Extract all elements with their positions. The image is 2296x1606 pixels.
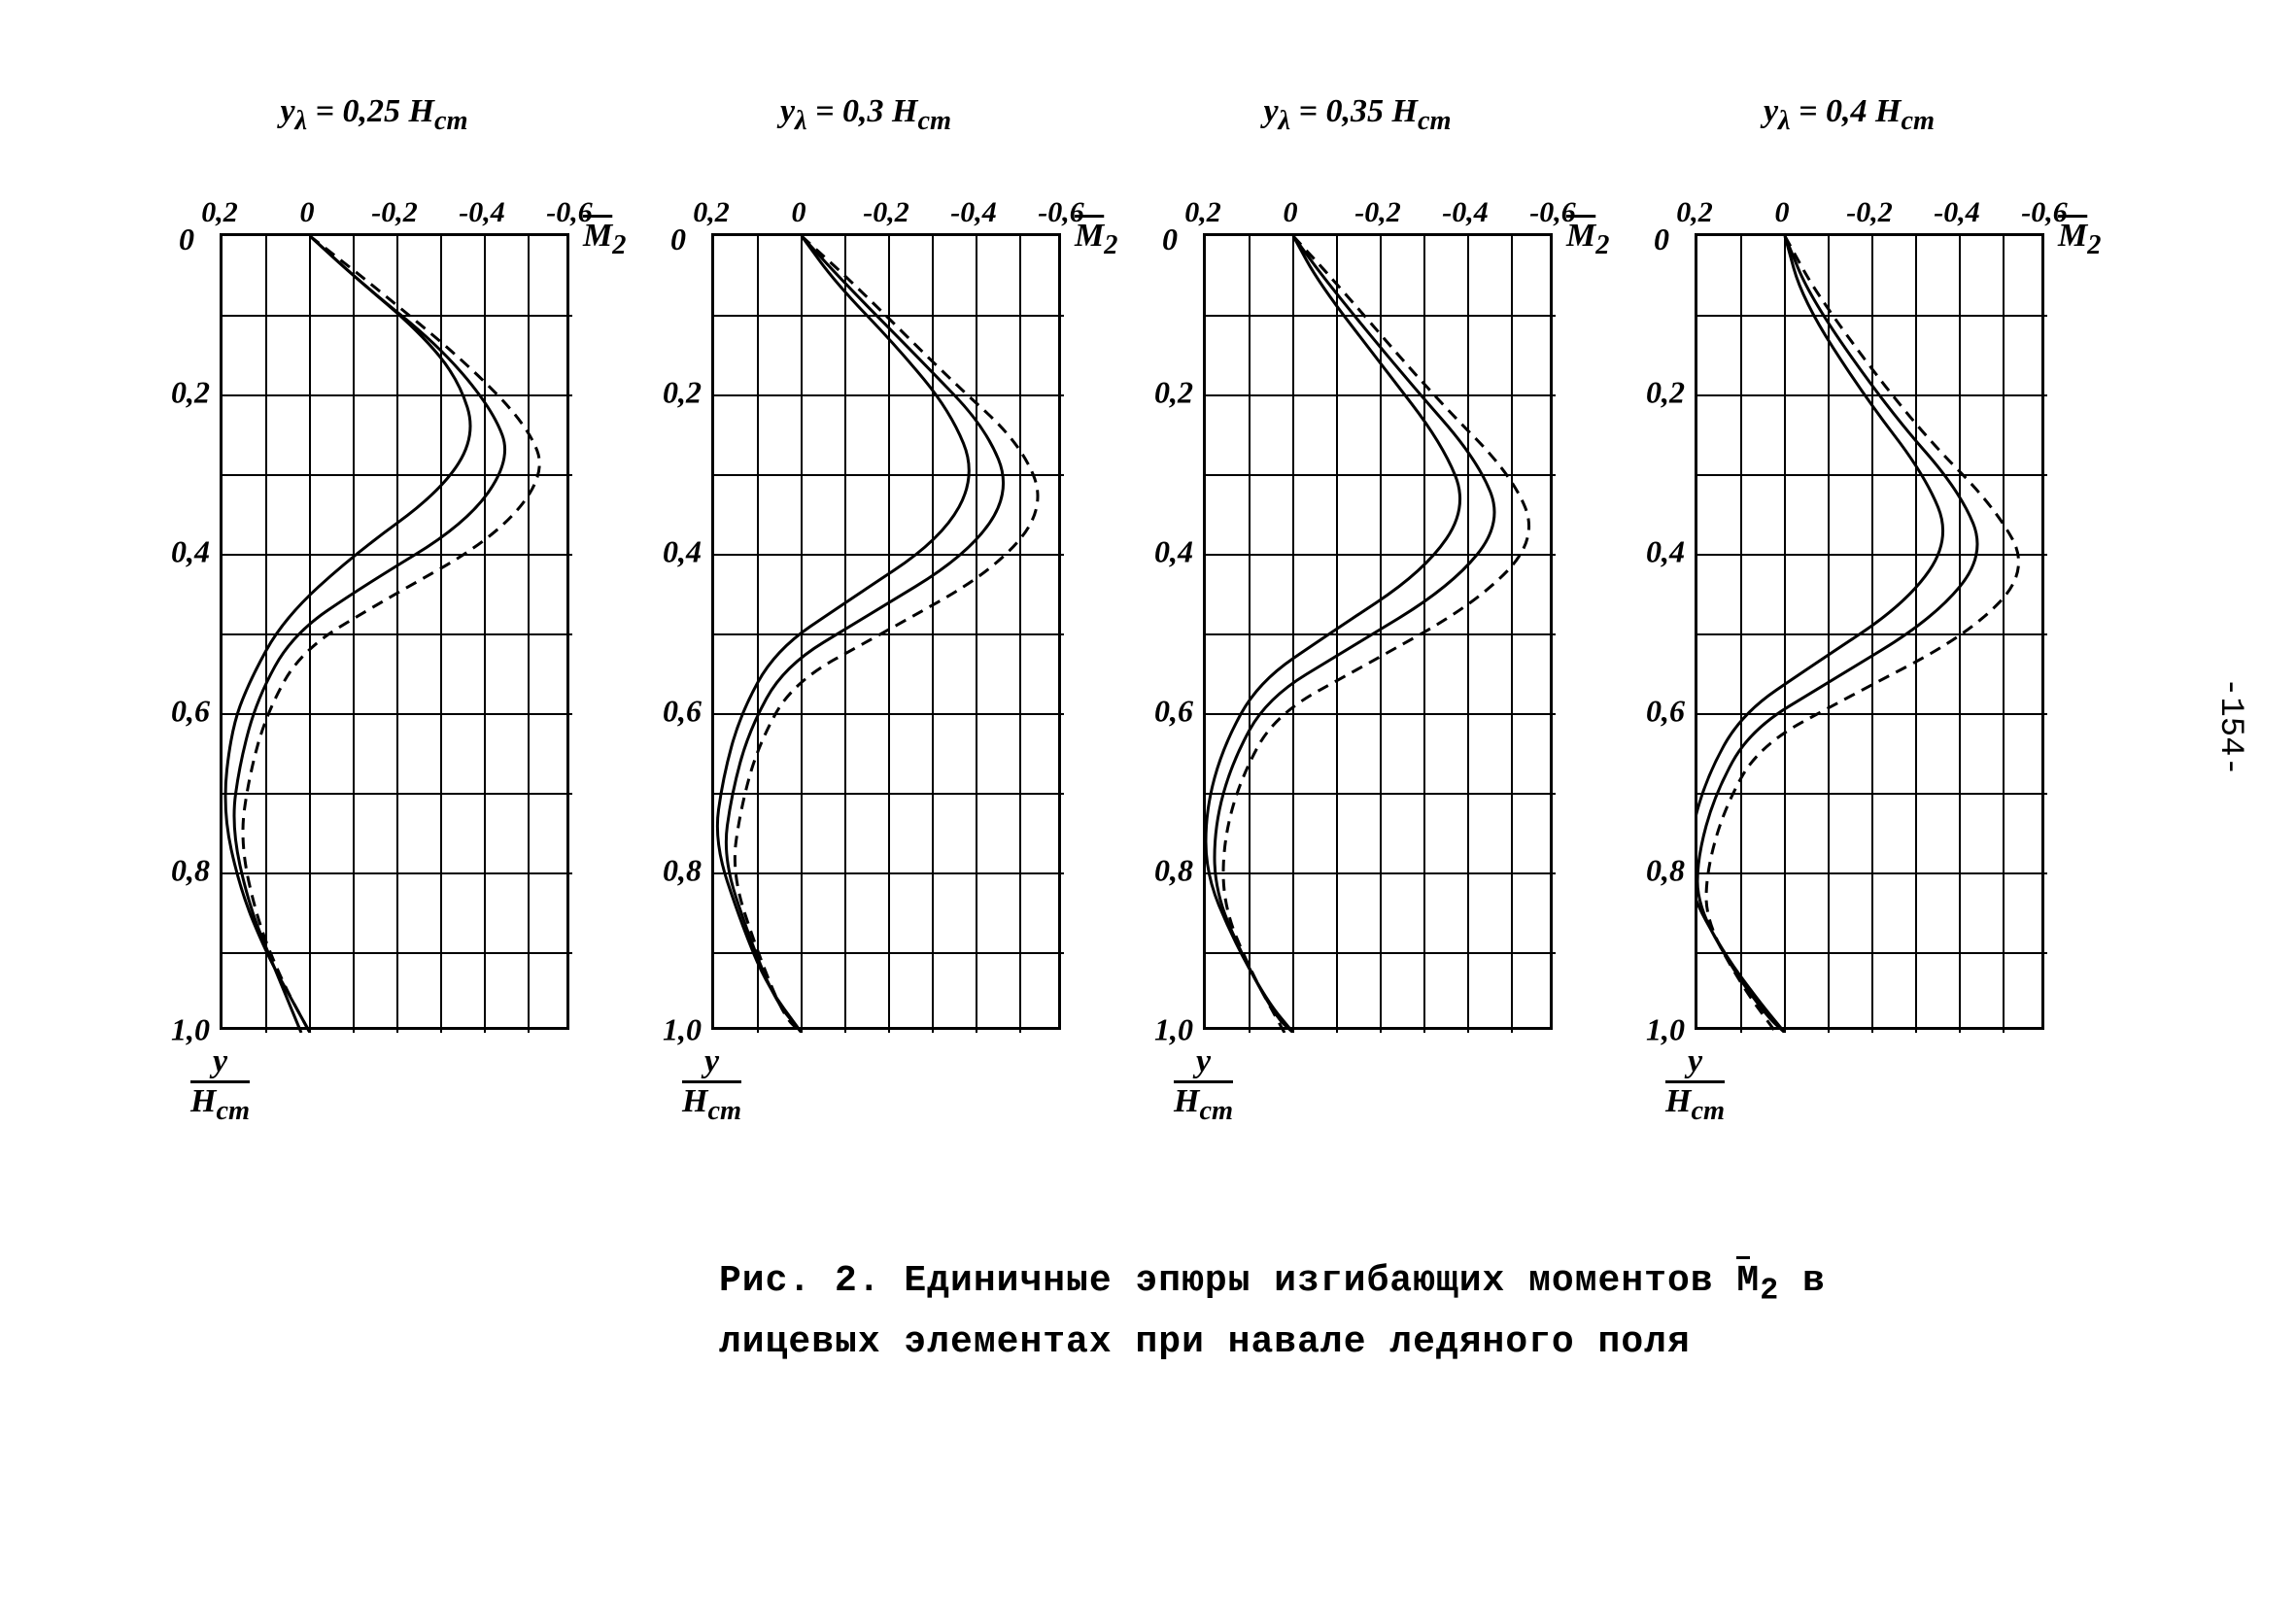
y-tick: 0,8 xyxy=(663,853,702,889)
plot-svg xyxy=(223,236,572,1033)
panel-p025: yλ = 0,25 Hcm00,20-0,2-0,4-0,6M20,20,40,… xyxy=(165,155,583,1030)
y-axis-label: yHcm xyxy=(190,1045,250,1125)
y-tick-labels: 0,20,40,60,81,0 xyxy=(165,233,220,1030)
x-tick: 0 xyxy=(1775,196,1790,229)
y-tick: 0,6 xyxy=(1646,694,1685,730)
plot-grid xyxy=(714,236,1064,1033)
x-tick: 0,2 xyxy=(1676,196,1713,229)
page-number: -154- xyxy=(2211,677,2248,776)
figure-caption: Рис. 2. Единичные эпюры изгибающих момен… xyxy=(719,1253,1885,1370)
plot-svg xyxy=(1697,236,2047,1033)
x-tick: 0 xyxy=(1284,196,1298,229)
y-tick: 0,6 xyxy=(1154,694,1193,730)
y-axis-label: yHcm xyxy=(1174,1045,1233,1125)
panel-title: yλ = 0,3 Hcm xyxy=(657,93,1075,137)
panel-title: yλ = 0,35 Hcm xyxy=(1148,93,1566,137)
x-axis-label: M2 xyxy=(583,218,626,261)
x-tick: -0,2 xyxy=(863,196,909,229)
x-tick: -0,4 xyxy=(1934,196,1980,229)
x-tick: -0,2 xyxy=(1354,196,1401,229)
y-tick: 0,4 xyxy=(663,534,702,570)
y-tick: 0,4 xyxy=(1646,534,1685,570)
y-tick: 0,8 xyxy=(171,853,210,889)
y-tick-labels: 0,20,40,60,81,0 xyxy=(1640,233,1695,1030)
x-tick-labels: 0,20-0,2-0,4-0,6 xyxy=(1203,196,1553,229)
x-tick: -0,4 xyxy=(459,196,505,229)
plot-frame xyxy=(711,233,1061,1030)
panel-title: yλ = 0,25 Hcm xyxy=(165,93,583,137)
figure-panels: yλ = 0,25 Hcm00,20-0,2-0,4-0,6M20,20,40,… xyxy=(165,155,2058,1030)
y-tick: 0,6 xyxy=(171,694,210,730)
y-tick: 0,2 xyxy=(171,375,210,411)
y-tick-labels: 0,20,40,60,81,0 xyxy=(1148,233,1203,1030)
y-tick: 0,8 xyxy=(1646,853,1685,889)
x-axis-label: M2 xyxy=(2058,218,2101,261)
y-tick: 0,6 xyxy=(663,694,702,730)
panel-p035: yλ = 0,35 Hcm00,20-0,2-0,4-0,6M20,20,40,… xyxy=(1148,155,1566,1030)
y-tick: 0,2 xyxy=(1154,375,1193,411)
x-tick: 0,2 xyxy=(693,196,730,229)
y-tick: 0,8 xyxy=(1154,853,1193,889)
x-axis-label: M2 xyxy=(1566,218,1609,261)
x-tick: 0,2 xyxy=(1184,196,1221,229)
x-axis-label: M2 xyxy=(1075,218,1117,261)
plot-frame xyxy=(1695,233,2044,1030)
y-tick: 0,4 xyxy=(171,534,210,570)
plot-grid xyxy=(1206,236,1556,1033)
y-tick: 1,0 xyxy=(1646,1012,1685,1048)
x-tick: 0,2 xyxy=(201,196,238,229)
x-tick: -0,2 xyxy=(371,196,418,229)
x-tick: 0 xyxy=(792,196,806,229)
x-tick-labels: 0,20-0,2-0,4-0,6 xyxy=(220,196,569,229)
y-tick: 1,0 xyxy=(663,1012,702,1048)
plot-frame xyxy=(1203,233,1553,1030)
y-tick: 0,4 xyxy=(1154,534,1193,570)
y-tick: 1,0 xyxy=(171,1012,210,1048)
x-tick: -0,4 xyxy=(950,196,997,229)
y-axis-label: yHcm xyxy=(682,1045,741,1125)
plot-svg xyxy=(714,236,1064,1033)
y-tick-labels: 0,20,40,60,81,0 xyxy=(657,233,711,1030)
x-tick-labels: 0,20-0,2-0,4-0,6 xyxy=(1695,196,2044,229)
x-tick: -0,2 xyxy=(1846,196,1893,229)
x-tick-labels: 0,20-0,2-0,4-0,6 xyxy=(711,196,1061,229)
plot-grid xyxy=(1697,236,2047,1033)
y-tick: 1,0 xyxy=(1154,1012,1193,1048)
panel-title: yλ = 0,4 Hcm xyxy=(1640,93,2058,137)
caption-symbol: M2 xyxy=(1736,1260,1779,1302)
plot-frame xyxy=(220,233,569,1030)
plot-svg xyxy=(1206,236,1556,1033)
panel-p030: yλ = 0,3 Hcm00,20-0,2-0,4-0,6M20,20,40,6… xyxy=(657,155,1075,1030)
y-tick: 0,2 xyxy=(1646,375,1685,411)
y-tick: 0,2 xyxy=(663,375,702,411)
y-axis-label: yHcm xyxy=(1665,1045,1725,1125)
caption-prefix: Рис. 2. Единичные эпюры изгибающих момен… xyxy=(719,1260,1736,1302)
x-tick: -0,4 xyxy=(1442,196,1489,229)
panel-p040: yλ = 0,4 Hcm00,20-0,2-0,4-0,6M20,20,40,6… xyxy=(1640,155,2058,1030)
x-tick: 0 xyxy=(300,196,315,229)
